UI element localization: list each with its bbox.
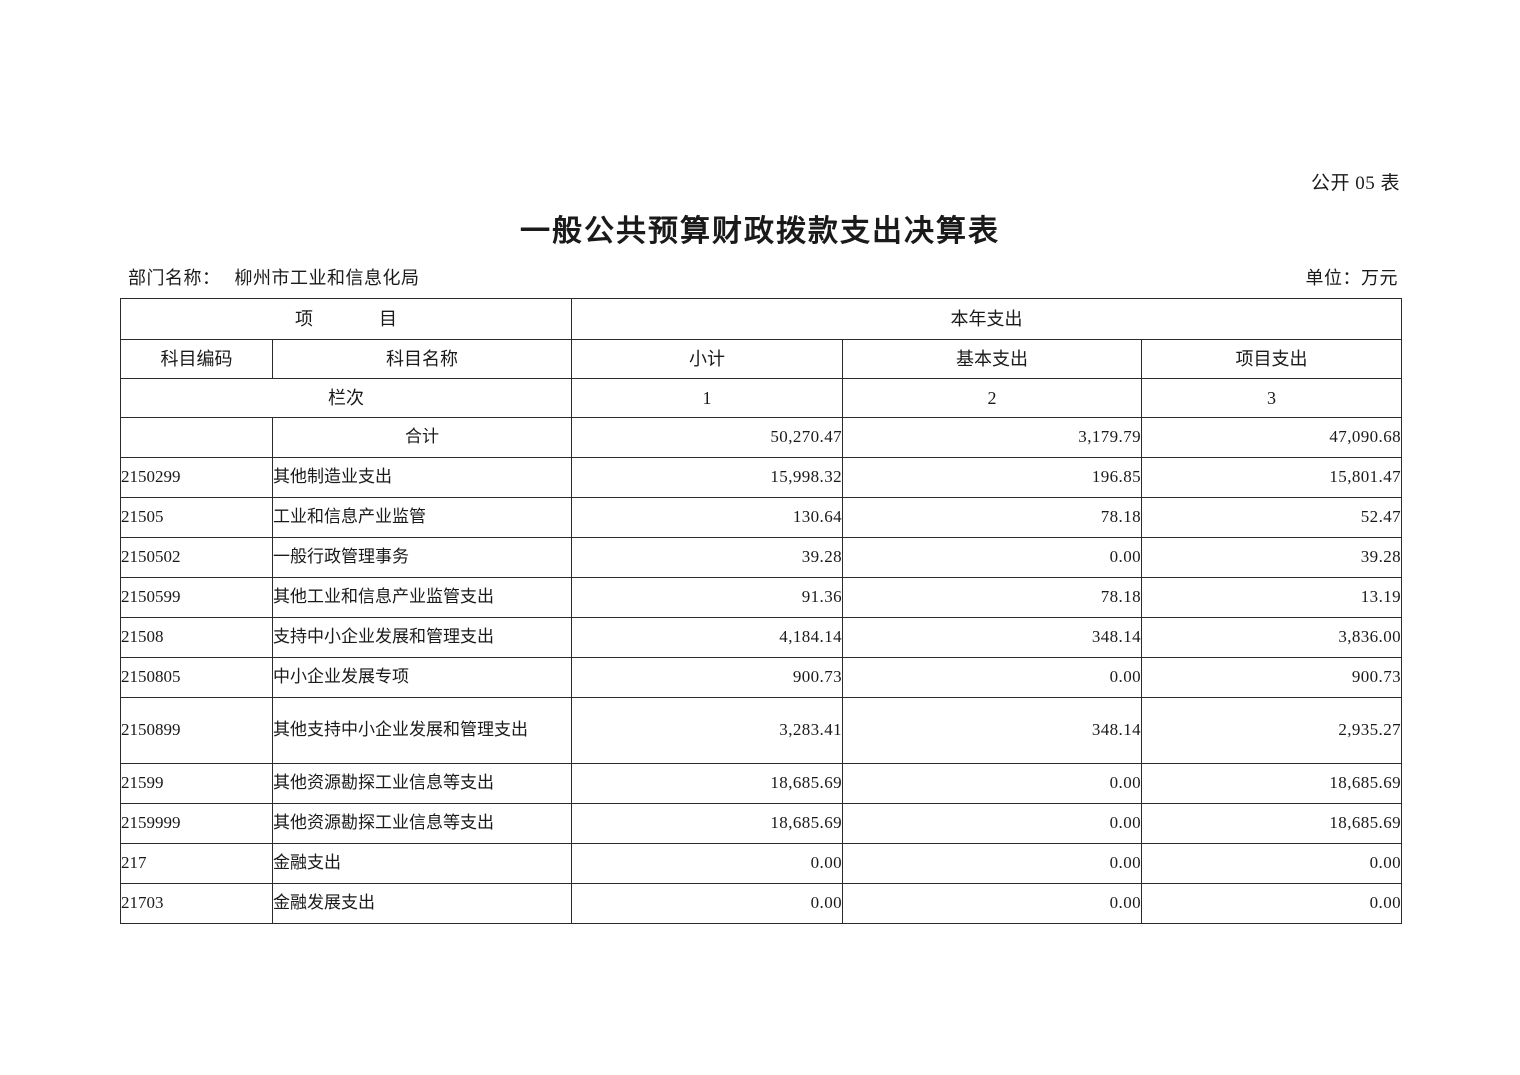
- cell-basic: 3,179.79: [842, 417, 1142, 458]
- cell-subject-name: 工业和信息产业监管: [272, 497, 572, 538]
- cell-basic: 196.85: [842, 457, 1142, 498]
- cell-subtotal: 0.00: [571, 883, 843, 924]
- cell-basic: 348.14: [842, 617, 1142, 658]
- cell-basic: 78.18: [842, 497, 1142, 538]
- cell-basic: 0.00: [842, 537, 1142, 578]
- cell-subject-name: 其他支持中小企业发展和管理支出: [272, 697, 572, 764]
- rank-2: 2: [842, 378, 1142, 418]
- cell-code: 2150299: [120, 457, 273, 498]
- table-header-group-row: 项 目 本年支出: [120, 298, 1403, 340]
- document-meta: 部门名称： 柳州市工业和信息化局 单位：万元: [120, 264, 1400, 290]
- cell-project: 2,935.27: [1140, 697, 1403, 764]
- cell-basic: 348.14: [842, 697, 1142, 764]
- cell-code: 2150502: [120, 537, 273, 578]
- cell-project: 18,685.69: [1140, 803, 1403, 844]
- cell-project: 13.19: [1140, 577, 1403, 618]
- cell-subject-name: 中小企业发展专项: [272, 657, 572, 698]
- header-col-code: 科目编码: [120, 339, 273, 379]
- cell-subtotal: 3,283.41: [571, 697, 843, 764]
- cell-code: 21508: [120, 617, 273, 658]
- header-year-group: 本年支出: [570, 298, 1403, 340]
- cell-subtotal: 4,184.14: [571, 617, 843, 658]
- table-row: 21505 工业和信息产业监管 130.64 78.18 52.47: [120, 497, 1403, 538]
- cell-basic: 0.00: [842, 763, 1142, 804]
- department-name: 柳州市工业和信息化局: [234, 268, 420, 288]
- page-title: 一般公共预算财政拨款支出决算表: [520, 215, 1000, 248]
- table-row: 21703 金融发展支出 0.00 0.00 0.00: [120, 883, 1403, 924]
- cell-subtotal: 900.73: [571, 657, 843, 698]
- cell-code: 21703: [120, 883, 273, 924]
- cell-subject-name: 其他制造业支出: [272, 457, 572, 498]
- cell-code: 21599: [120, 763, 273, 804]
- table-row: 21508 支持中小企业发展和管理支出 4,184.14 348.14 3,836.00: [120, 617, 1403, 658]
- cell-project: 15,801.47: [1140, 457, 1403, 498]
- table-number-label: 公开 05 表: [1310, 173, 1400, 194]
- expenditure-table: 项 目 本年支出 科目编码 科目名称 小计 基本支出 项目支出 栏次 1 2 3…: [120, 298, 1403, 924]
- cell-project: 52.47: [1140, 497, 1403, 538]
- cell-subject-name: 其他资源勘探工业信息等支出: [272, 803, 572, 844]
- cell-subject-name: 其他工业和信息产业监管支出: [272, 577, 572, 618]
- unit-note: 单位：万元: [1305, 268, 1398, 288]
- header-item-group: 项 目: [120, 298, 572, 340]
- table-row: 2150502 一般行政管理事务 39.28 0.00 39.28: [120, 537, 1403, 578]
- cell-subtotal: 91.36: [571, 577, 843, 618]
- rank-3: 3: [1140, 378, 1403, 418]
- cell-code: 2150899: [120, 697, 273, 764]
- cell-project: 900.73: [1140, 657, 1403, 698]
- cell-subtotal: 15,998.32: [571, 457, 843, 498]
- department-line: 部门名称： 柳州市工业和信息化局: [128, 264, 420, 290]
- header-col-subtotal: 小计: [571, 339, 843, 379]
- header-col-name: 科目名称: [272, 339, 572, 379]
- cell-project: 39.28: [1140, 537, 1403, 578]
- cell-subject-name: 金融支出: [272, 843, 572, 884]
- cell-subtotal: 0.00: [571, 843, 843, 884]
- cell-subtotal: 18,685.69: [571, 803, 843, 844]
- cell-subject-name: 支持中小企业发展和管理支出: [272, 617, 572, 658]
- cell-subtotal: 50,270.47: [571, 417, 843, 458]
- cell-subtotal: 39.28: [571, 537, 843, 578]
- cell-project: 47,090.68: [1140, 417, 1403, 458]
- cell-project: 0.00: [1140, 843, 1403, 884]
- header-col-project: 项目支出: [1140, 339, 1403, 379]
- cell-code: 2150805: [120, 657, 273, 698]
- table-header-col-row: 科目编码 科目名称 小计 基本支出 项目支出: [120, 339, 1403, 379]
- table-row: 2150805 中小企业发展专项 900.73 0.00 900.73: [120, 657, 1403, 698]
- rank-label: 栏次: [120, 378, 572, 418]
- table-body: 项 目 本年支出 科目编码 科目名称 小计 基本支出 项目支出 栏次 1 2 3…: [120, 298, 1403, 924]
- cell-code: 21505: [120, 497, 273, 538]
- cell-project: 3,836.00: [1140, 617, 1403, 658]
- cell-code: 2150599: [120, 577, 273, 618]
- department-label: 部门名称：: [128, 268, 221, 288]
- cell-project: 18,685.69: [1140, 763, 1403, 804]
- cell-subtotal: 18,685.69: [571, 763, 843, 804]
- table-rank-row: 栏次 1 2 3: [120, 378, 1403, 418]
- rank-1: 1: [571, 378, 843, 418]
- cell-basic: 0.00: [842, 843, 1142, 884]
- cell-basic: 78.18: [842, 577, 1142, 618]
- cell-basic: 0.00: [842, 803, 1142, 844]
- cell-subject-name: 金融发展支出: [272, 883, 572, 924]
- table-row: 2150299 其他制造业支出 15,998.32 196.85 15,801.47: [120, 457, 1403, 498]
- cell-subject-name: 其他资源勘探工业信息等支出: [272, 763, 572, 804]
- cell-code: 217: [120, 843, 273, 884]
- cell-project: 0.00: [1140, 883, 1403, 924]
- table-row: 2150599 其他工业和信息产业监管支出 91.36 78.18 13.19: [120, 577, 1403, 618]
- table-row: 217 金融支出 0.00 0.00 0.00: [120, 843, 1403, 884]
- cell-code: [120, 417, 273, 458]
- cell-subject-name: 一般行政管理事务: [272, 537, 572, 578]
- cell-basic: 0.00: [842, 657, 1142, 698]
- cell-subject-name: 合计: [272, 417, 572, 458]
- cell-subtotal: 130.64: [571, 497, 843, 538]
- table-row: 合计 50,270.47 3,179.79 47,090.68: [120, 417, 1403, 458]
- table-row: 2150899 其他支持中小企业发展和管理支出 3,283.41 348.14 2,93…: [120, 697, 1403, 764]
- table-row: 2159999 其他资源勘探工业信息等支出 18,685.69 0.00 18,685.…: [120, 803, 1403, 844]
- cell-basic: 0.00: [842, 883, 1142, 924]
- table-row: 21599 其他资源勘探工业信息等支出 18,685.69 0.00 18,685.69: [120, 763, 1403, 804]
- cell-code: 2159999: [120, 803, 273, 844]
- header-col-basic: 基本支出: [842, 339, 1142, 379]
- header-item-group-label: 项 目: [295, 308, 407, 329]
